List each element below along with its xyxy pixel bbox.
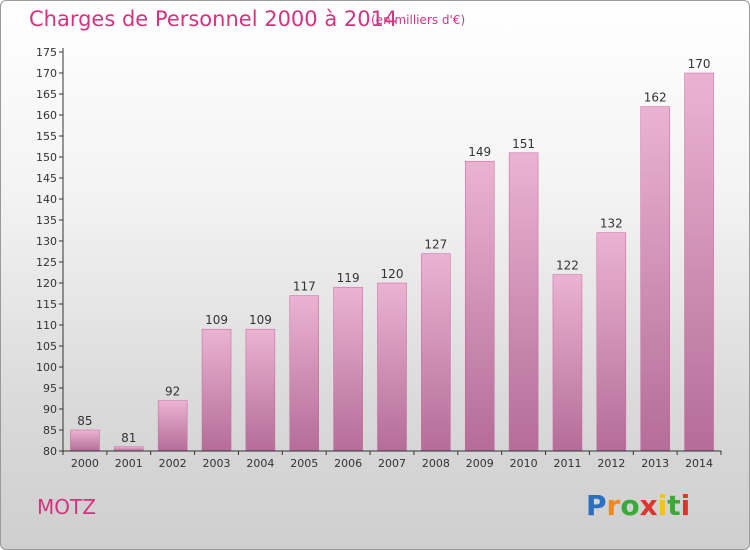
bar-2012 [596,232,627,452]
value-label-2008: 127 [424,238,447,252]
bar-2002 [157,400,188,452]
x-tick-label-2003: 2003 [203,457,231,470]
x-tick-label-2013: 2013 [641,457,669,470]
y-tick-label-90: 90 [43,403,57,416]
value-label-2012: 132 [600,217,623,231]
y-tick-label-85: 85 [43,424,57,437]
y-tick-label-175: 175 [36,46,57,59]
y-tick-label-165: 165 [36,88,57,101]
y-tick-label-115: 115 [36,298,57,311]
x-tick-label-2010: 2010 [510,457,538,470]
y-tick-label-145: 145 [36,172,57,185]
y-tick-label-110: 110 [36,319,57,332]
bar-2004 [245,328,276,452]
value-label-2004: 109 [249,313,272,327]
y-tick-label-160: 160 [36,109,57,122]
logo-letter: P [586,489,607,522]
x-tick-label-2006: 2006 [334,457,362,470]
bar-2014 [684,72,714,452]
logo-letter: i [657,489,668,522]
bar-2008 [421,253,451,452]
y-tick-label-95: 95 [43,382,57,395]
value-label-2003: 109 [205,313,228,327]
value-label-2013: 162 [644,91,667,105]
value-label-2001: 81 [121,431,136,445]
logo-letter: x [639,489,658,522]
x-tick-label-2007: 2007 [378,457,406,470]
value-label-2005: 117 [293,280,316,294]
bar-2000 [70,429,100,452]
y-tick-label-80: 80 [43,445,57,458]
y-tick-label-125: 125 [36,256,57,269]
value-label-2002: 92 [165,385,180,399]
value-label-2007: 120 [381,267,404,281]
logo-letter: t [667,489,681,522]
bar-2006 [333,286,363,452]
y-tick-label-155: 155 [36,130,57,143]
bar-2005 [289,295,320,452]
x-tick-label-2002: 2002 [159,457,187,470]
x-tick-label-2005: 2005 [290,457,318,470]
x-tick-label-2009: 2009 [466,457,494,470]
commune-name: MOTZ [37,495,96,519]
bar-2011 [552,274,583,452]
bar-2007 [377,282,407,452]
logo-letter: o [620,489,640,522]
logo-letter: r [606,489,621,522]
x-tick-label-2008: 2008 [422,457,450,470]
x-tick-label-2001: 2001 [115,457,143,470]
y-tick-label-150: 150 [36,151,57,164]
y-tick-label-120: 120 [36,277,57,290]
x-tick-label-2004: 2004 [246,457,274,470]
bar-2003 [201,328,232,452]
y-tick-label-170: 170 [36,67,57,80]
value-label-2010: 151 [512,137,535,151]
x-tick-label-2011: 2011 [553,457,581,470]
chart-title: Charges de Personnel 2000 à 2014 [29,7,398,31]
logo-letter: i [680,489,691,522]
bar-2010 [508,152,539,452]
value-label-2006: 119 [337,271,360,285]
bar-2009 [464,160,495,452]
value-label-2000: 85 [77,414,92,428]
proxiti-logo: Proxiti [586,489,690,522]
y-tick-label-100: 100 [36,361,57,374]
value-label-2009: 149 [468,145,491,159]
x-tick-label-2012: 2012 [597,457,625,470]
bar-2001 [114,446,144,452]
value-label-2014: 170 [688,57,711,71]
x-tick-label-2014: 2014 [685,457,713,470]
value-label-2011: 122 [556,259,579,273]
y-tick-label-105: 105 [36,340,57,353]
x-tick-label-2000: 2000 [71,457,99,470]
y-tick-label-135: 135 [36,214,57,227]
bar-2013 [640,106,670,452]
y-tick-label-130: 130 [36,235,57,248]
y-tick-label-140: 140 [36,193,57,206]
chart-subtitle: (en milliers d'€) [371,13,466,27]
